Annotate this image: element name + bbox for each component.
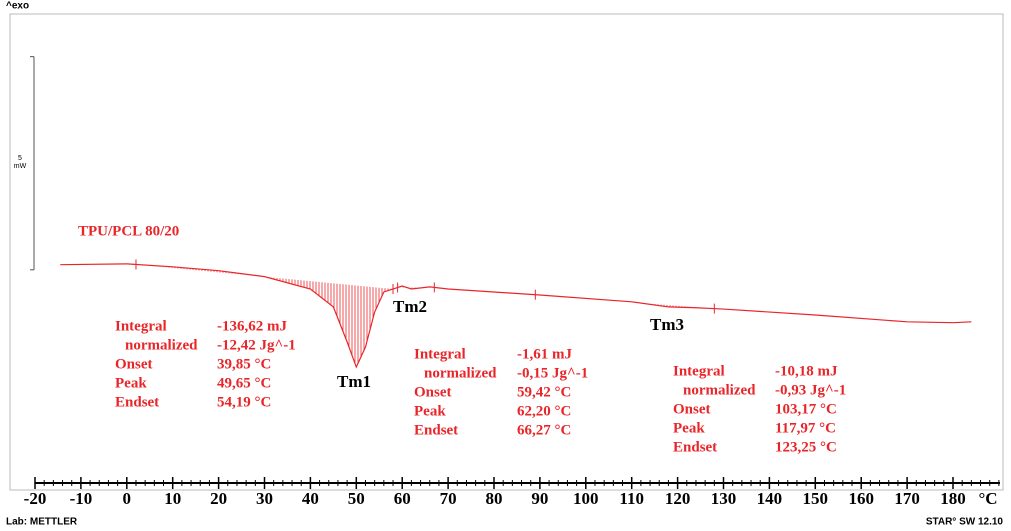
footer-left: Lab: METTLER [6,517,78,528]
result-label: Peak [414,403,446,419]
series-label: TPU/PCL 80/20 [78,223,179,239]
result-label: Integral [414,346,466,362]
result-value: 103,17 °C [775,401,837,417]
x-tick-label: -20 [24,489,47,508]
result-value: -1,61 mJ [517,346,572,362]
x-tick-label: 160 [848,489,874,508]
x-tick-label: 90 [531,489,548,508]
result-value: 117,97 °C [775,420,836,436]
result-label: Onset [115,356,153,372]
result-label: Onset [673,401,711,417]
x-tick-label: 150 [803,489,829,508]
result-value: 49,65 °C [217,375,271,391]
result-label: Endset [673,439,717,455]
result-label: Onset [414,384,452,400]
footer-right: STAR° SW 12.10 [926,517,1004,528]
peak-label: Tm3 [650,315,684,334]
result-label: normalized [125,337,198,353]
x-tick-label: -10 [70,489,93,508]
result-value: -136,62 mJ [217,318,287,334]
result-value: -10,18 mJ [775,363,838,379]
x-tick-label: 60 [394,489,411,508]
x-tick-label: 110 [619,489,644,508]
x-tick-label: 140 [757,489,783,508]
result-label: Peak [115,375,147,391]
result-value: 39,85 °C [217,356,271,372]
result-label: Peak [673,420,705,436]
result-value: 62,20 °C [517,403,571,419]
x-tick-label: 50 [348,489,365,508]
x-tick-label: 0 [123,489,132,508]
x-tick-label: 130 [711,489,737,508]
result-value: 59,42 °C [517,384,571,400]
peak-label: Tm2 [393,297,427,316]
peak-area [135,264,394,368]
result-value: 54,19 °C [217,394,271,410]
x-tick-label: 180 [940,489,966,508]
result-value: 123,25 °C [775,439,837,455]
x-tick-label: 40 [302,489,319,508]
result-label: Integral [115,318,167,334]
x-tick-label: 120 [665,489,691,508]
result-label: Endset [414,422,458,438]
x-tick-label: 80 [486,489,503,508]
result-value: -0,93 Jg^-1 [775,382,846,398]
x-tick-label: 30 [256,489,273,508]
x-tick-label: 70 [440,489,457,508]
scale-bar-value: 5 [18,155,22,162]
result-label: normalized [424,365,497,381]
x-tick-label: 170 [894,489,920,508]
x-tick-label: 100 [573,489,599,508]
peak-label: Tm1 [337,372,371,391]
result-value: -0,15 Jg^-1 [517,365,588,381]
result-label: normalized [683,382,756,398]
result-label: Endset [115,394,159,410]
result-label: Integral [673,363,725,379]
curve [60,263,972,369]
result-value: -12,42 Jg^-1 [217,337,296,353]
plot-frame [9,13,1004,491]
scale-bar-unit: mW [14,163,27,170]
x-unit: °C [978,489,997,508]
peak-area [397,286,435,290]
x-tick-label: 20 [210,489,227,508]
exo-label: ^exo [6,1,29,12]
result-value: 66,27 °C [517,422,571,438]
x-tick-label: 10 [164,489,181,508]
